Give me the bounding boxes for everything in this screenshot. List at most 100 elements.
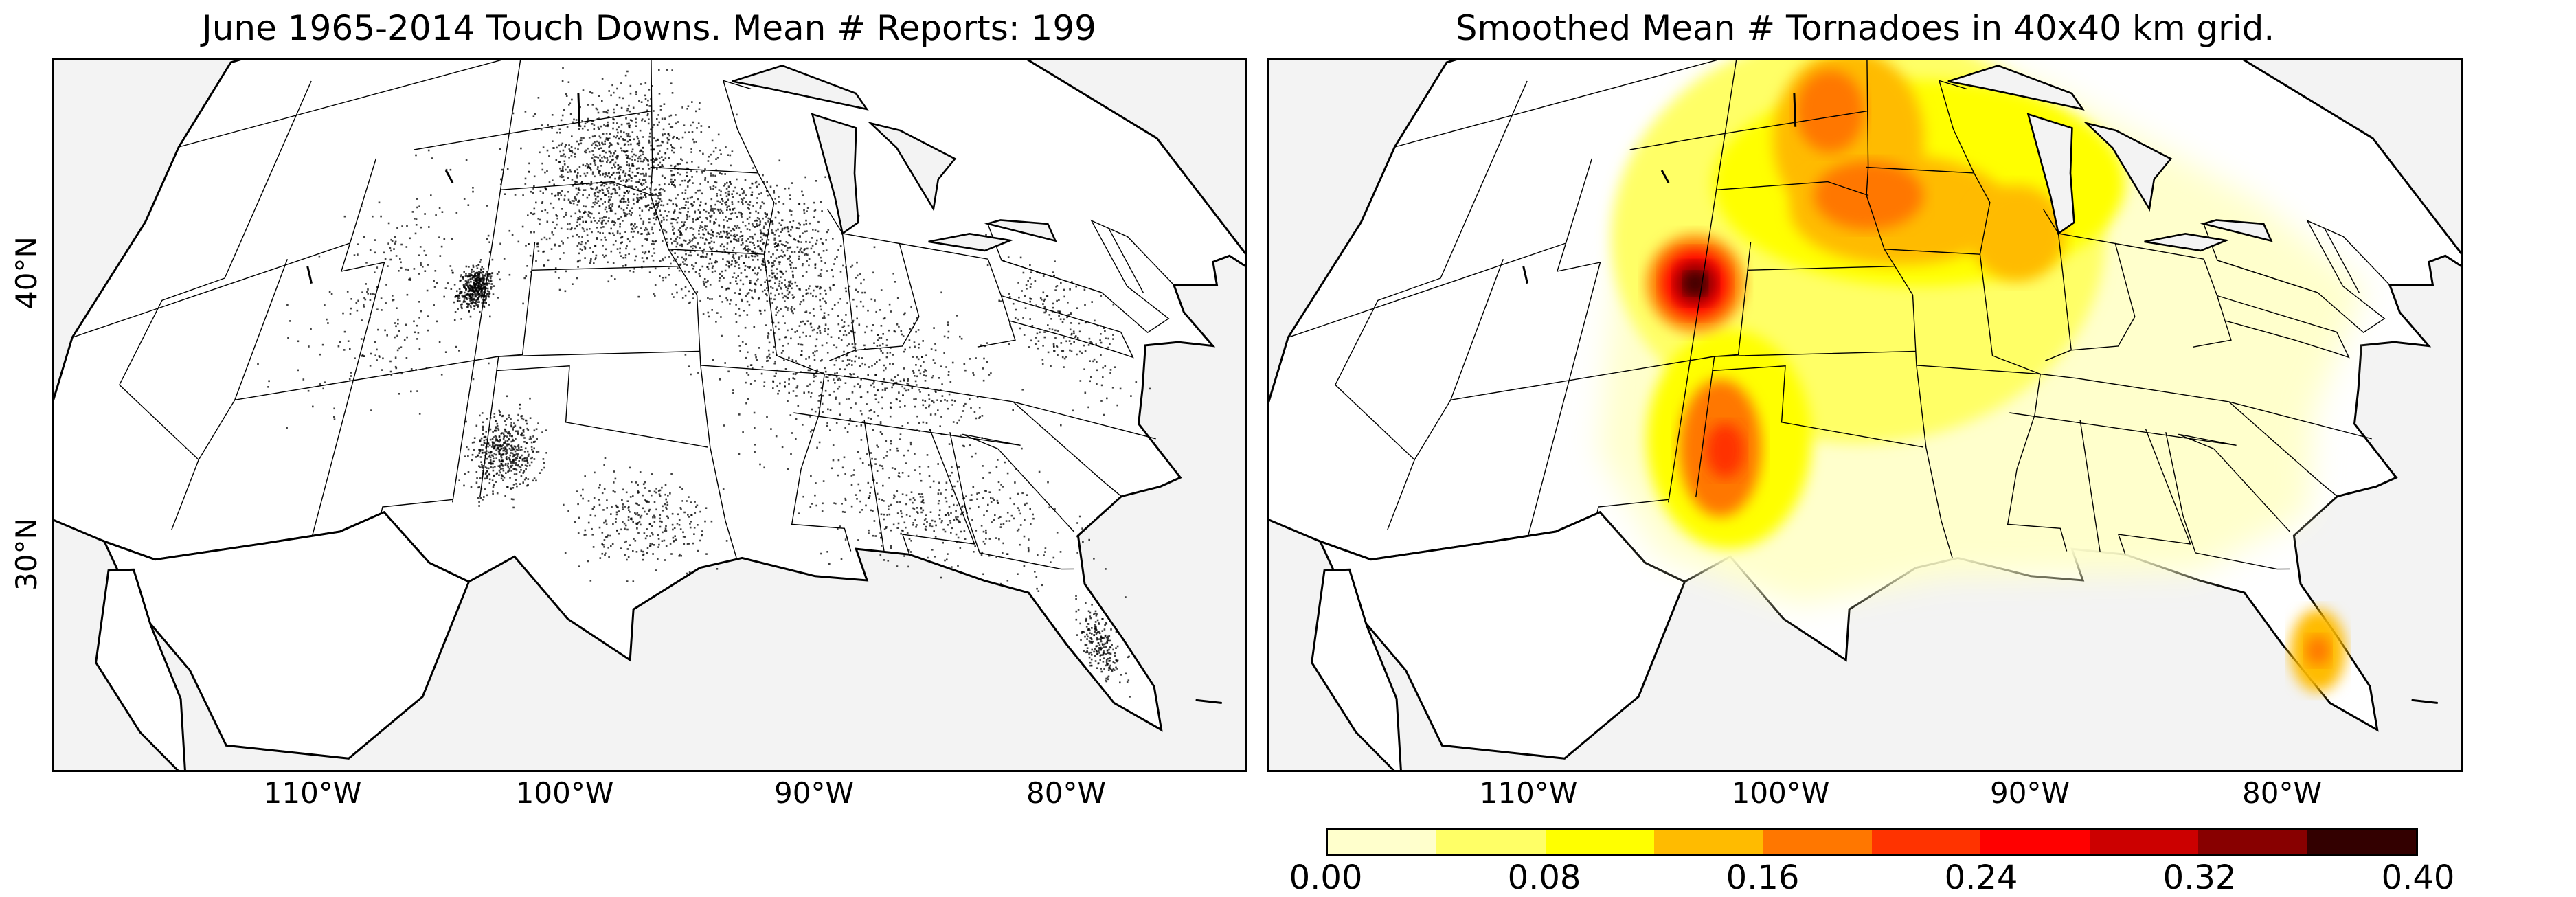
touchdown-point: [602, 232, 604, 234]
touchdown-point: [881, 545, 883, 547]
touchdown-point: [628, 253, 630, 255]
touchdown-point: [574, 170, 576, 172]
touchdown-point: [554, 227, 556, 229]
touchdown-point: [476, 284, 479, 287]
touchdown-point: [626, 207, 628, 209]
touchdown-point: [1103, 657, 1105, 659]
touchdown-point: [599, 190, 602, 192]
touchdown-point: [568, 144, 570, 146]
touchdown-point: [591, 188, 594, 190]
touchdown-point: [624, 231, 626, 233]
touchdown-point: [444, 351, 447, 353]
touchdown-point: [478, 301, 480, 303]
touchdown-point: [569, 102, 572, 104]
touchdown-point: [835, 422, 838, 424]
touchdown-point: [622, 97, 624, 100]
touchdown-point: [760, 284, 762, 286]
touchdown-point: [841, 466, 844, 469]
touchdown-point: [824, 367, 826, 370]
touchdown-point: [581, 181, 583, 183]
touchdown-point: [859, 457, 862, 460]
touchdown-point: [750, 364, 753, 366]
touchdown-point: [594, 159, 596, 162]
touchdown-point: [934, 349, 937, 352]
touchdown-point: [763, 261, 765, 264]
touchdown-point: [711, 271, 714, 273]
touchdown-point: [641, 119, 643, 122]
touchdown-point: [469, 277, 472, 280]
touchdown-point: [784, 188, 787, 190]
touchdown-point: [683, 207, 685, 209]
touchdown-point: [623, 201, 626, 203]
touchdown-point: [754, 181, 757, 184]
touchdown-point: [1115, 631, 1118, 633]
touchdown-point: [1018, 296, 1020, 299]
touchdown-point: [776, 184, 778, 187]
touchdown-point: [944, 530, 947, 533]
touchdown-point: [548, 237, 551, 240]
touchdown-point: [1096, 324, 1099, 327]
touchdown-point: [1113, 669, 1116, 671]
touchdown-point: [567, 166, 569, 168]
touchdown-point: [641, 209, 644, 212]
touchdown-point: [354, 357, 356, 359]
touchdown-point: [463, 271, 465, 273]
touchdown-point: [701, 226, 703, 228]
touchdown-point: [622, 179, 625, 182]
touchdown-point: [605, 239, 607, 241]
touchdown-point: [580, 241, 583, 243]
touchdown-point: [767, 337, 769, 339]
touchdown-point: [707, 181, 709, 183]
touchdown-point: [510, 425, 513, 428]
touchdown-point: [763, 225, 765, 228]
touchdown-point: [423, 249, 426, 252]
touchdown-point: [740, 198, 743, 200]
touchdown-point: [643, 159, 645, 161]
touchdown-point: [762, 174, 764, 177]
touchdown-point: [714, 260, 717, 262]
touchdown-point: [481, 284, 484, 286]
touchdown-point: [861, 413, 863, 416]
touchdown-point: [1076, 634, 1078, 636]
touchdown-point: [912, 524, 914, 526]
touchdown-point: [392, 299, 394, 302]
touchdown-point: [482, 427, 484, 429]
touchdown-point: [496, 422, 499, 425]
touchdown-point: [585, 242, 587, 245]
touchdown-point: [922, 404, 925, 407]
touchdown-point: [602, 226, 605, 228]
touchdown-point: [940, 416, 942, 418]
touchdown-point: [978, 407, 981, 409]
touchdown-point: [471, 299, 473, 302]
touchdown-point: [539, 472, 541, 474]
touchdown-point: [947, 524, 949, 526]
touchdown-point: [789, 247, 791, 249]
touchdown-point: [513, 422, 515, 424]
touchdown-point: [696, 217, 699, 219]
touchdown-point: [591, 157, 594, 159]
touchdown-point: [677, 256, 679, 258]
touchdown-point: [478, 289, 481, 291]
touchdown-point: [529, 397, 531, 400]
touchdown-point: [997, 517, 1000, 519]
touchdown-point: [1111, 670, 1114, 672]
touchdown-point: [747, 398, 749, 400]
touchdown-point: [611, 232, 614, 235]
touchdown-point: [985, 538, 987, 540]
touchdown-point: [1032, 517, 1035, 520]
touchdown-point: [814, 229, 817, 231]
touchdown-point: [1111, 644, 1113, 646]
touchdown-point: [637, 142, 640, 145]
touchdown-point: [1030, 283, 1032, 285]
touchdown-point: [800, 350, 803, 352]
touchdown-point: [576, 177, 578, 179]
touchdown-point: [502, 479, 504, 481]
touchdown-point: [576, 221, 578, 223]
touchdown-point: [734, 260, 737, 262]
touchdown-point: [530, 446, 533, 448]
touchdown-point: [765, 324, 767, 326]
touchdown-point: [787, 400, 789, 402]
touchdown-point: [560, 170, 562, 172]
touchdown-point: [267, 386, 269, 388]
touchdown-point: [992, 497, 994, 500]
